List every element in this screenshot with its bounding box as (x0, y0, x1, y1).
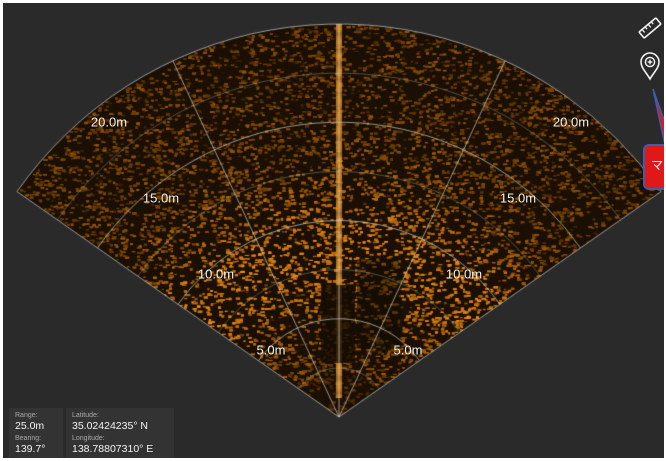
callout-text: マ (651, 158, 664, 172)
position-panel: Latitude: 35.02424235° N Longitude: 138.… (66, 408, 174, 458)
range-label-right-10: 10.0m (445, 266, 483, 282)
range-label-left-5: 5.0m (256, 342, 286, 358)
add-marker-button[interactable] (637, 52, 663, 81)
ruler-icon (638, 17, 662, 39)
bearing-caption: Bearing: (15, 435, 42, 442)
latitude-value: 35.02424235° N (72, 420, 149, 432)
tooltip-callout: マ (643, 144, 664, 190)
range-value: 25.0m (15, 420, 45, 432)
longitude-caption: Longitude: (72, 435, 105, 442)
bearing-value: 139.7° (15, 443, 46, 455)
range-caption: Range: (15, 412, 38, 419)
range-label-left-20: 20.0m (90, 114, 128, 130)
longitude-value: 138.78807310° E (72, 443, 154, 455)
range-label-right-15: 15.0m (499, 190, 537, 206)
map-pin-plus-icon (640, 52, 660, 81)
range-label-right-5: 5.0m (393, 342, 423, 358)
range-bearing-panel: Range: 25.0m Bearing: 139.7° (9, 408, 63, 458)
latitude-caption: Latitude: (72, 412, 99, 419)
range-label-left-10: 10.0m (197, 266, 235, 282)
sonar-app: 20.0m 15.0m 10.0m 5.0m 20.0m 15.0m 10.0m… (3, 3, 664, 458)
sonar-fan-image[interactable] (3, 3, 664, 458)
measure-button[interactable] (637, 15, 663, 41)
range-label-left-15: 15.0m (142, 190, 180, 206)
callout-pointer (652, 88, 664, 144)
range-label-right-20: 20.0m (552, 114, 590, 130)
